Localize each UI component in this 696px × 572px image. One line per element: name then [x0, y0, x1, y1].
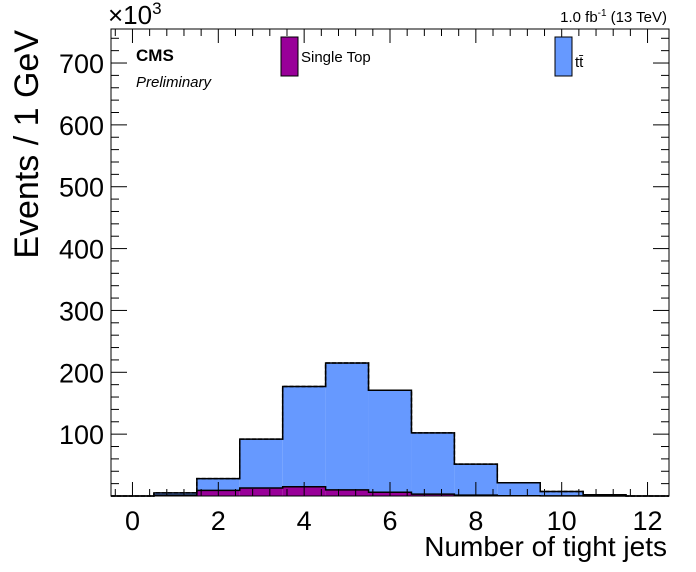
- lumi-value: 1.0 fb: [560, 9, 598, 26]
- y-multiplier-exponent: 3: [152, 0, 161, 18]
- x-tick-label: 8: [468, 506, 483, 536]
- y-tick-label: 100: [59, 420, 104, 450]
- bar-ttbar-bin-5: [325, 363, 369, 490]
- y-multiplier-base: ×10: [108, 0, 152, 30]
- y-tick-label: 500: [59, 173, 104, 203]
- plot-frame: [110, 28, 670, 497]
- legend-label-single-top: Single Top: [301, 49, 371, 66]
- legend-swatch-ttbar: [554, 36, 573, 77]
- x-tick-labels: 0 2 4 6 8 10 12: [125, 506, 663, 536]
- x-tick-label: 6: [382, 506, 397, 536]
- legend-swatch-single-top: [280, 36, 299, 77]
- bar-ttbar-bin-7: [411, 432, 455, 495]
- y-tick-labels: 100 200 300 400 500 600 700: [59, 49, 104, 450]
- legend-label-ttbar: tt̄: [575, 54, 584, 71]
- bar-ttbar-bin-3: [239, 439, 283, 488]
- bar-single-top-bin-3: [239, 487, 283, 496]
- y-tick-label: 200: [59, 358, 104, 388]
- y-multiplier: ×103: [108, 0, 162, 30]
- y-tick-label: 400: [59, 235, 104, 265]
- x-tick-label: 2: [211, 506, 226, 536]
- legend: Single Top tt̄: [280, 36, 584, 77]
- luminosity-label: 1.0 fb-1 (13 TeV): [560, 8, 667, 26]
- bar-ttbar-bin-6: [368, 390, 412, 493]
- x-axis-label: Number of tight jets: [424, 531, 667, 562]
- x-tick-label: 12: [633, 506, 663, 536]
- x-tick-label: 0: [125, 506, 140, 536]
- lumi-energy: (13 TeV): [611, 9, 667, 26]
- lumi-exponent: -1: [598, 8, 607, 19]
- y-tick-label: 300: [59, 296, 104, 326]
- outline-total-dashed: [111, 362, 669, 497]
- bar-ttbar-bin-4: [282, 386, 326, 487]
- axis-ticks: [111, 29, 669, 496]
- bar-ttbar-bin-1: [153, 492, 197, 496]
- preliminary-label: Preliminary: [136, 74, 213, 91]
- y-axis-label: Events / 1 GeV: [8, 30, 46, 259]
- bars-layer: [111, 362, 669, 497]
- y-tick-label: 600: [59, 111, 104, 141]
- bar-ttbar-bin-9: [497, 482, 541, 496]
- bar-single-top-bin-7: [411, 494, 455, 496]
- cms-label: CMS: [136, 46, 174, 65]
- bar-single-top-bin-5: [325, 489, 369, 496]
- x-tick-label: 4: [297, 506, 312, 536]
- x-tick-label: 10: [547, 506, 577, 536]
- y-tick-label: 700: [59, 49, 104, 79]
